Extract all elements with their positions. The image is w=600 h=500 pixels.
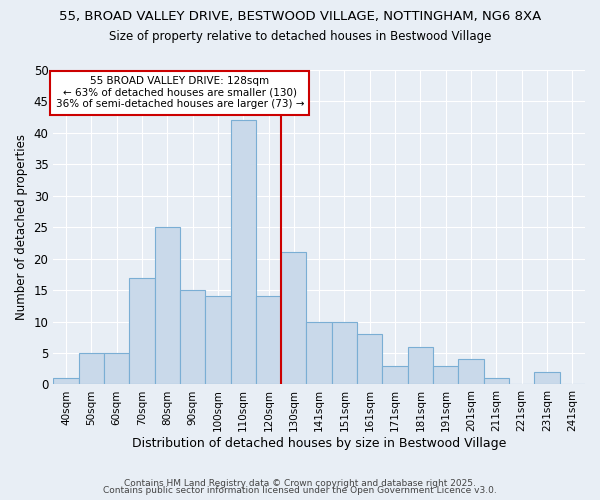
Bar [535, 372, 560, 384]
Bar [307, 322, 332, 384]
Bar [256, 296, 281, 384]
Bar [281, 252, 307, 384]
Bar [104, 353, 129, 384]
Bar [484, 378, 509, 384]
X-axis label: Distribution of detached houses by size in Bestwood Village: Distribution of detached houses by size … [132, 437, 506, 450]
Text: 55 BROAD VALLEY DRIVE: 128sqm
← 63% of detached houses are smaller (130)
36% of : 55 BROAD VALLEY DRIVE: 128sqm ← 63% of d… [56, 76, 304, 110]
Text: Contains HM Land Registry data © Crown copyright and database right 2025.: Contains HM Land Registry data © Crown c… [124, 478, 476, 488]
Bar [53, 378, 79, 384]
Bar [332, 322, 357, 384]
Text: Size of property relative to detached houses in Bestwood Village: Size of property relative to detached ho… [109, 30, 491, 43]
Bar [129, 278, 155, 384]
Bar [230, 120, 256, 384]
Bar [155, 227, 180, 384]
Bar [408, 346, 433, 385]
Bar [180, 290, 205, 384]
Text: Contains public sector information licensed under the Open Government Licence v3: Contains public sector information licen… [103, 486, 497, 495]
Bar [382, 366, 408, 384]
Bar [205, 296, 230, 384]
Bar [79, 353, 104, 384]
Text: 55, BROAD VALLEY DRIVE, BESTWOOD VILLAGE, NOTTINGHAM, NG6 8XA: 55, BROAD VALLEY DRIVE, BESTWOOD VILLAGE… [59, 10, 541, 23]
Bar [433, 366, 458, 384]
Y-axis label: Number of detached properties: Number of detached properties [15, 134, 28, 320]
Bar [458, 360, 484, 384]
Bar [357, 334, 382, 384]
